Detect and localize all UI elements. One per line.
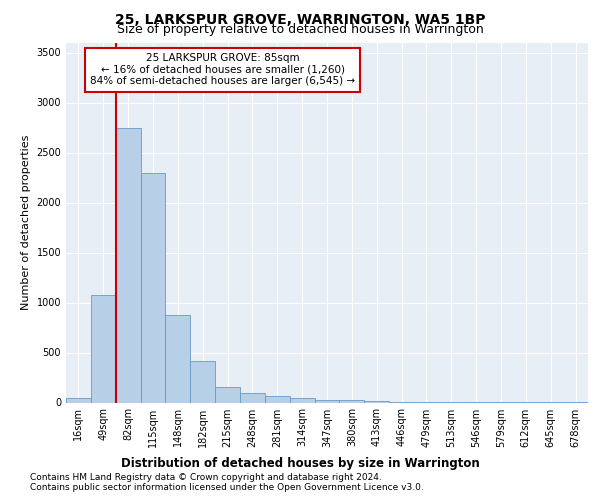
- Text: Distribution of detached houses by size in Warrington: Distribution of detached houses by size …: [121, 458, 479, 470]
- Bar: [240, 392, 265, 402]
- Text: Contains public sector information licensed under the Open Government Licence v3: Contains public sector information licen…: [30, 484, 424, 492]
- Bar: [364, 400, 389, 402]
- Bar: [166, 314, 190, 402]
- Text: Size of property relative to detached houses in Warrington: Size of property relative to detached ho…: [116, 22, 484, 36]
- Bar: [116, 128, 140, 402]
- Bar: [140, 172, 166, 402]
- Bar: [91, 294, 116, 403]
- Bar: [265, 396, 290, 402]
- Bar: [66, 398, 91, 402]
- Text: Contains HM Land Registry data © Crown copyright and database right 2024.: Contains HM Land Registry data © Crown c…: [30, 474, 382, 482]
- Y-axis label: Number of detached properties: Number of detached properties: [21, 135, 31, 310]
- Bar: [190, 360, 215, 403]
- Bar: [215, 386, 240, 402]
- Text: 25, LARKSPUR GROVE, WARRINGTON, WA5 1BP: 25, LARKSPUR GROVE, WARRINGTON, WA5 1BP: [115, 12, 485, 26]
- Bar: [340, 400, 364, 402]
- Bar: [314, 400, 340, 402]
- Bar: [290, 398, 314, 402]
- Text: 25 LARKSPUR GROVE: 85sqm
← 16% of detached houses are smaller (1,260)
84% of sem: 25 LARKSPUR GROVE: 85sqm ← 16% of detach…: [90, 54, 355, 86]
